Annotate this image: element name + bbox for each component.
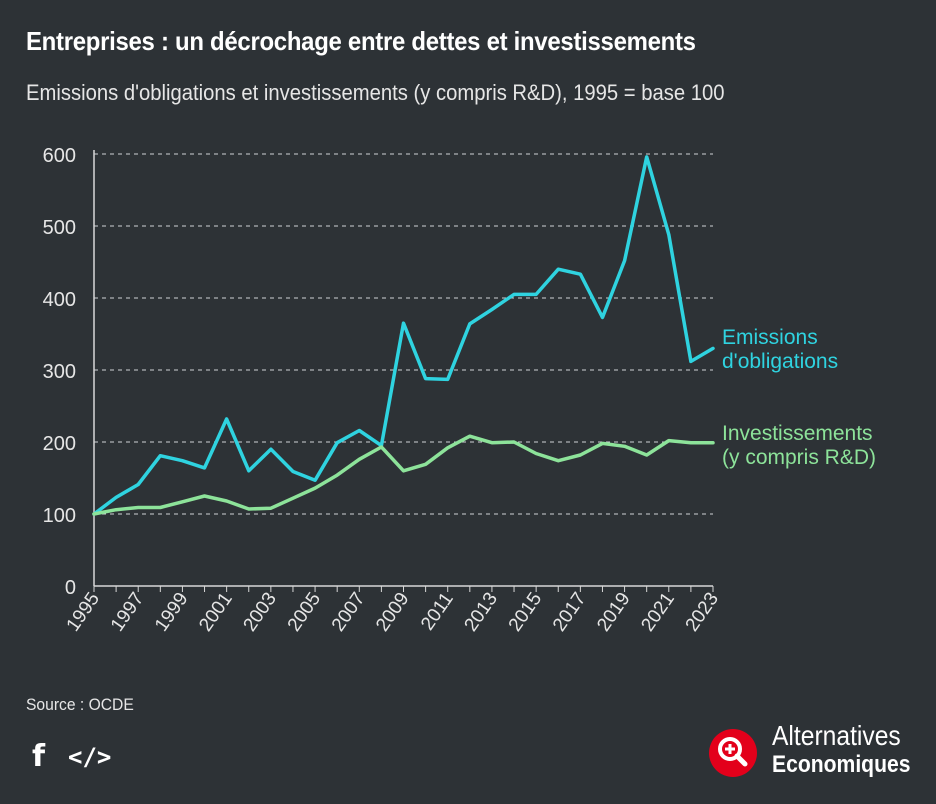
embed-code-icon[interactable]: </>	[68, 743, 112, 771]
y-tick-label: 600	[43, 145, 76, 167]
x-tick-label: 2017	[549, 589, 590, 636]
x-tick-label: 2019	[593, 589, 634, 636]
y-tick-label: 0	[65, 577, 76, 599]
series-line-obligations	[92, 155, 715, 516]
chart-title: Entreprises : un décrochage entre dettes…	[26, 26, 696, 56]
brand-name-line1: Alternatives	[772, 720, 901, 751]
y-tick-label: 200	[43, 433, 76, 455]
brand-logo[interactable]: Alternatives Economiques	[708, 720, 918, 780]
x-tick-label: 2003	[239, 589, 280, 636]
y-tick-label: 300	[43, 361, 76, 383]
magnifier-logo-icon	[709, 729, 757, 777]
facebook-icon[interactable]: f	[32, 739, 46, 774]
x-tick-label: 2015	[505, 589, 546, 636]
series-line-investissements	[92, 434, 715, 516]
x-tick-label: 2005	[284, 589, 325, 636]
series-label: Investissements	[722, 422, 873, 445]
series-label: (y compris R&D)	[722, 446, 876, 469]
brand-name-line2: Economiques	[772, 751, 911, 778]
x-tick-label: 1997	[107, 589, 148, 636]
x-tick-label: 2013	[461, 589, 502, 636]
x-tick-label: 2007	[328, 589, 369, 636]
series-label: d'obligations	[722, 350, 838, 373]
x-tick-label: 2021	[637, 589, 678, 636]
x-tick-label: 1999	[151, 589, 192, 636]
y-tick-label: 400	[43, 289, 76, 311]
series-label: Emissions	[722, 326, 818, 349]
x-tick-label: 2023	[682, 589, 723, 636]
x-tick-label: 2011	[417, 589, 458, 635]
x-tick-label: 2009	[372, 589, 413, 636]
y-tick-label: 100	[43, 505, 76, 527]
y-tick-label: 500	[43, 217, 76, 239]
chart-subtitle: Emissions d'obligations et investissemen…	[26, 80, 725, 105]
source-note: Source : OCDE	[26, 695, 134, 714]
x-tick-label: 2001	[195, 589, 236, 636]
